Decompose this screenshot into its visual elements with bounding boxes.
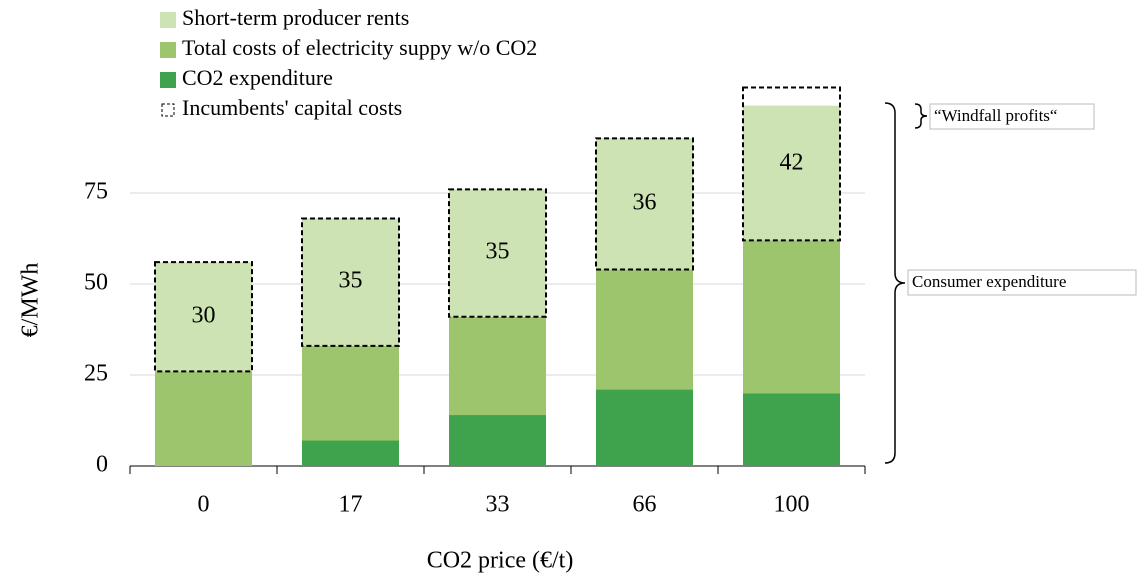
x-axis-title: CO2 price (€/t) xyxy=(427,548,574,574)
annotation-box xyxy=(929,103,1095,130)
legend-swatch xyxy=(161,103,175,117)
bar-segment xyxy=(302,218,399,346)
capital-cost-box xyxy=(742,86,841,242)
y-tick-label: 50 xyxy=(84,270,108,296)
legend-swatch xyxy=(160,42,176,58)
box-label: 42 xyxy=(780,149,804,175)
bar-segment xyxy=(743,393,840,466)
y-tick-label: 25 xyxy=(84,361,108,387)
x-tick-label: 33 xyxy=(486,492,510,518)
bar-segment xyxy=(302,345,399,441)
x-tick-label: 100 xyxy=(774,492,810,518)
box-label: 30 xyxy=(192,302,216,328)
brace xyxy=(914,103,928,129)
legend-swatch xyxy=(160,72,176,88)
legend-label: Short-term producer rents xyxy=(182,5,409,30)
bar-segment xyxy=(302,440,399,466)
y-tick-label: 0 xyxy=(96,452,108,478)
legend-label: CO2 expenditure xyxy=(182,65,333,90)
bar-segment xyxy=(596,269,693,390)
capital-cost-box xyxy=(154,261,253,373)
legend-label: Total costs of electricity suppy w/o CO2 xyxy=(182,35,537,60)
y-axis-title: €/MWh xyxy=(18,263,44,338)
legend-label: Incumbents' capital costs xyxy=(182,95,402,120)
x-tick-label: 17 xyxy=(339,492,363,518)
bar-segment xyxy=(743,240,840,394)
box-label: 36 xyxy=(633,189,657,215)
bar-segment xyxy=(596,389,693,466)
y-tick-label: 75 xyxy=(84,179,108,205)
box-label: 35 xyxy=(486,239,510,265)
annotation: Consumer expenditure xyxy=(912,272,1066,291)
bar-segment xyxy=(155,371,252,466)
x-tick-label: 0 xyxy=(198,492,210,518)
bar-segment xyxy=(596,138,693,270)
capital-cost-box xyxy=(448,188,547,318)
box-label: 35 xyxy=(339,268,363,294)
x-tick-label: 66 xyxy=(633,492,657,518)
annotation: “Windfall profits“ xyxy=(934,106,1057,125)
bar-segment xyxy=(449,189,546,317)
legend-swatch xyxy=(160,12,176,28)
bar-segment xyxy=(155,262,252,372)
bar-segment xyxy=(449,415,546,466)
brace xyxy=(884,102,906,464)
annotation-box xyxy=(907,269,1137,296)
bar-segment xyxy=(743,105,840,241)
capital-cost-box xyxy=(595,137,694,271)
bar-segment xyxy=(449,316,546,416)
capital-cost-box xyxy=(301,217,400,347)
